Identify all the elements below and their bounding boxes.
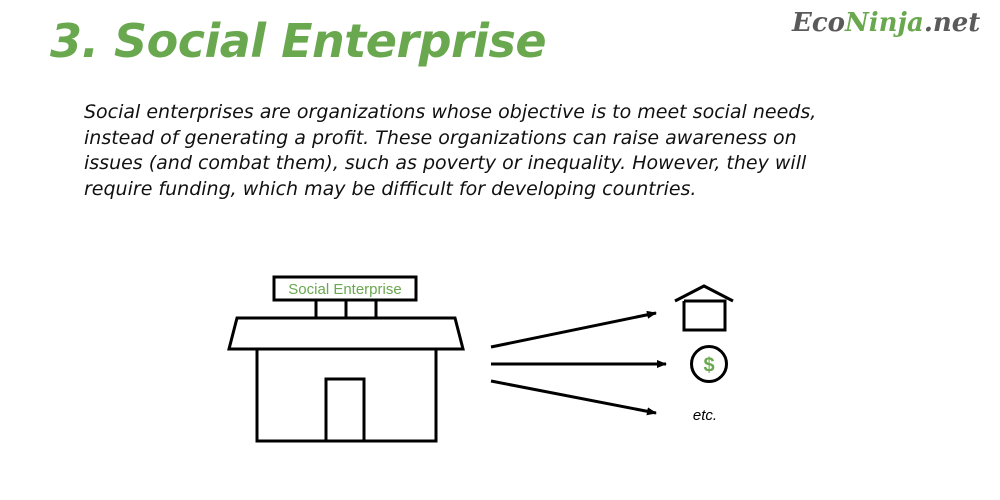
arrow-to-etc	[490, 379, 657, 416]
description-text: Social enterprises are organizations who…	[84, 101, 817, 200]
enterprise-sign-board	[272, 275, 418, 302]
page-title: 3. Social Enterprise	[50, 14, 547, 68]
econinja-logo: EcoNinja.net	[792, 8, 980, 38]
building-door	[324, 377, 366, 443]
logo-part-eco: Eco	[792, 8, 845, 38]
house-icon	[674, 284, 734, 332]
logo-part-net: .net	[923, 8, 981, 38]
dollar-icon: $	[690, 345, 728, 383]
logo-part-ninja: Ninja	[845, 8, 924, 38]
arrows	[490, 310, 667, 416]
dollar-symbol: $	[703, 355, 714, 377]
etc-label: etc.	[693, 407, 717, 424]
enterprise-building-icon	[227, 275, 465, 443]
arrow-to-house	[490, 310, 657, 349]
sign-label: Social Enterprise	[288, 281, 401, 298]
building-roof	[227, 316, 465, 351]
